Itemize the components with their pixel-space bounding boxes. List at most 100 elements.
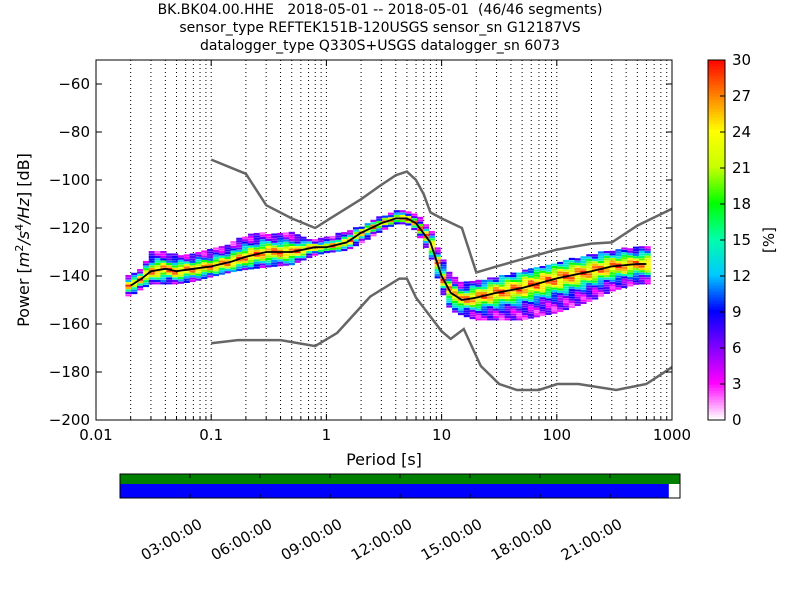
heatmap-cell [137, 271, 144, 274]
heatmap-cell [615, 249, 622, 252]
heatmap-cell [481, 299, 488, 302]
heatmap-cell [603, 260, 610, 263]
heatmap-cell [160, 258, 167, 261]
heatmap-cell [627, 260, 634, 263]
heatmap-cell [516, 308, 523, 311]
heatmap-cell [539, 292, 546, 295]
heatmap-cell [568, 298, 575, 301]
colorbar-segment [708, 66, 725, 70]
heatmap-cell [580, 285, 587, 288]
heatmap-cell [545, 276, 552, 279]
heatmap-cell [364, 232, 371, 235]
heatmap-cell [166, 275, 173, 278]
colorbar-segment [708, 207, 725, 211]
heatmap-cell [230, 265, 237, 268]
heatmap-cell [580, 268, 587, 271]
heatmap-cell [603, 286, 610, 290]
heatmap-cell [568, 303, 575, 306]
heatmap-cell [475, 306, 482, 309]
heatmap-cell [638, 253, 645, 256]
heatmap-cell [527, 309, 535, 312]
heatmap-cell [195, 264, 202, 267]
heatmap-cell [539, 282, 546, 285]
heatmap-cell [177, 279, 185, 282]
plot-background [96, 60, 672, 420]
heatmap-cell [562, 274, 570, 277]
heatmap-cell [148, 260, 155, 263]
heatmap-cell [236, 237, 243, 240]
heatmap-cell [131, 284, 138, 287]
heatmap-cell [597, 272, 605, 276]
heatmap-cell [271, 233, 278, 236]
x-tick-label: 100 [542, 426, 571, 444]
heatmap-cell [201, 272, 208, 275]
heatmap-cell [498, 308, 505, 311]
heatmap-cell [172, 260, 179, 263]
colorbar-tick-label: 12 [732, 267, 751, 285]
heatmap-cell [195, 273, 202, 276]
heatmap-cell [434, 254, 441, 257]
heatmap-cell [207, 248, 214, 252]
heatmap-cell [615, 256, 622, 259]
heatmap-cell [277, 259, 284, 262]
heatmap-cell [265, 241, 272, 244]
heatmap-cell [580, 263, 587, 266]
heatmap-cell [510, 277, 517, 280]
heatmap-cell [533, 267, 540, 270]
heatmap-cell [632, 249, 640, 252]
heatmap-cell [504, 282, 511, 285]
heatmap-cell [615, 251, 622, 254]
heatmap-cell [137, 273, 144, 276]
heatmap-cell [300, 243, 307, 247]
heatmap-cell [504, 279, 511, 282]
heatmap-cell [557, 295, 564, 298]
heatmap-cell [271, 257, 278, 260]
heatmap-cell [282, 244, 290, 247]
heatmap-cell [627, 265, 634, 268]
heatmap-cell [533, 276, 540, 279]
heatmap-cell [580, 277, 587, 281]
y-tick-label: −100 [49, 171, 90, 189]
heatmap-cell [352, 229, 360, 232]
colorbar-segment [708, 93, 725, 97]
heatmap-cell [463, 295, 470, 299]
colorbar-tick-label: 18 [732, 195, 751, 213]
heatmap-cell [498, 282, 505, 285]
heatmap-cell [347, 232, 354, 235]
heatmap-cell [568, 281, 575, 285]
heatmap-cell [621, 261, 628, 265]
heatmap-cell [277, 261, 284, 264]
heatmap-cell [189, 260, 196, 263]
heatmap-cell [131, 272, 138, 275]
colorbar-segment [708, 399, 725, 403]
heatmap-cell [510, 279, 517, 282]
heatmap-cell [539, 285, 546, 288]
heatmap-cell [440, 271, 447, 274]
heatmap-cell [498, 279, 505, 282]
colorbar-segment [708, 162, 725, 166]
heatmap-cell [306, 251, 313, 254]
heatmap-cell [603, 282, 610, 285]
heatmap-cell [259, 249, 266, 252]
heatmap-cell [265, 265, 272, 268]
heatmap-cell [481, 289, 488, 292]
heatmap-cell [469, 292, 476, 296]
colorbar-segment [708, 402, 725, 406]
heatmap-cell [259, 234, 266, 237]
heatmap-cell [510, 315, 517, 318]
heatmap-cell [259, 244, 266, 247]
colorbar-segment [708, 342, 725, 346]
colorbar-segment [708, 102, 725, 106]
colorbar-segment [708, 354, 725, 358]
heatmap-cell [574, 258, 581, 261]
heatmap-cell [148, 275, 155, 278]
heatmap-cell [603, 255, 610, 258]
heatmap-cell [224, 259, 231, 262]
y-tick-label: −200 [49, 411, 90, 429]
heatmap-cell [259, 253, 266, 257]
heatmap-cell [306, 248, 313, 251]
colorbar-segment [708, 396, 725, 400]
heatmap-cell [183, 263, 190, 267]
heatmap-cell [562, 295, 570, 299]
heatmap-cell [312, 241, 319, 244]
